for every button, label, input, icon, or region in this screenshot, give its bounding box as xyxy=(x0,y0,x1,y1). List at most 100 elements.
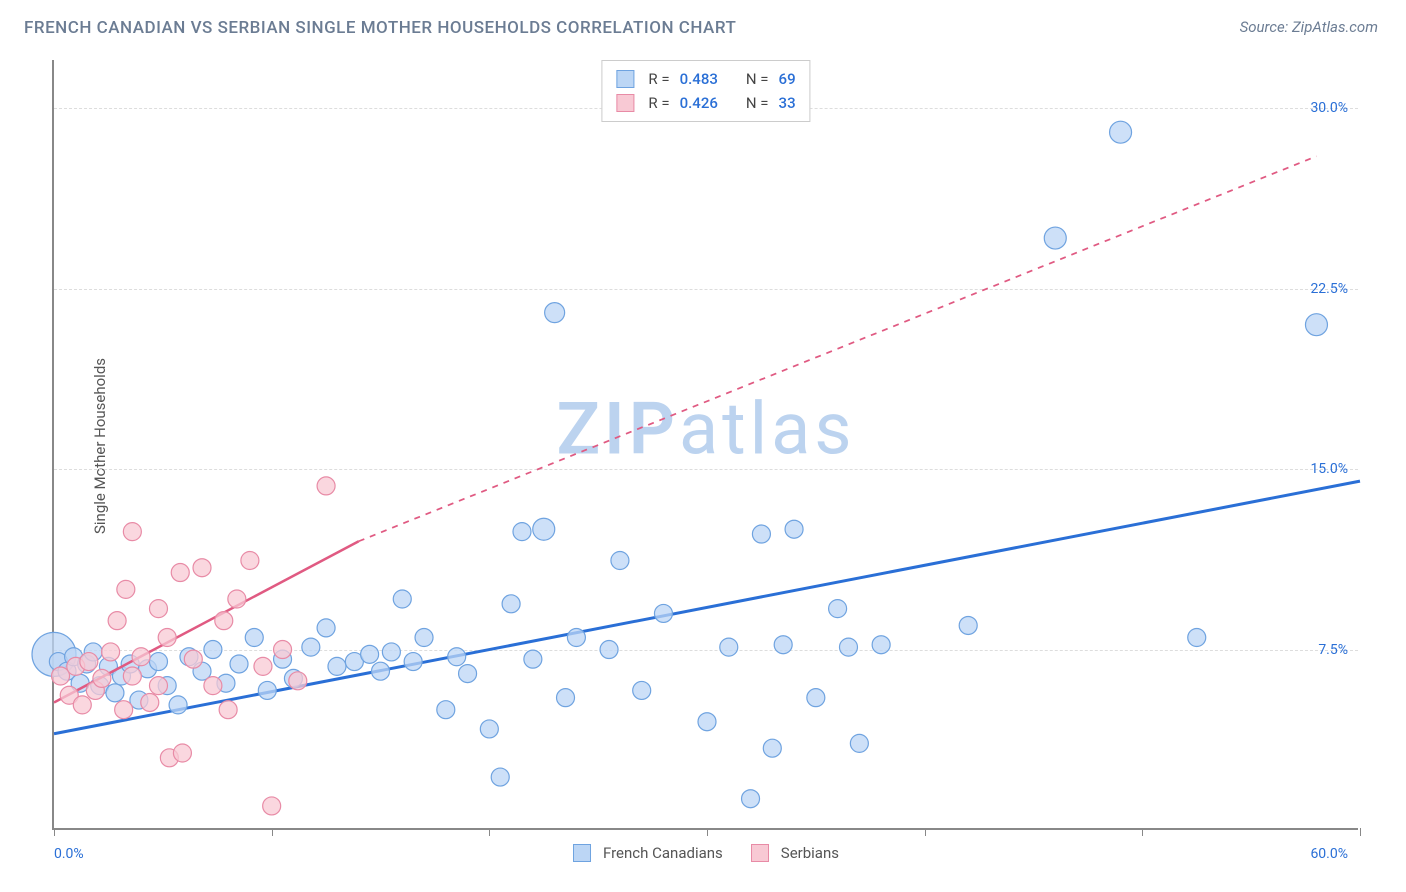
legend-item-fc: French Canadians xyxy=(573,844,723,862)
data-point-french_canadians xyxy=(382,643,400,661)
data-point-french_canadians xyxy=(513,523,531,541)
legend-label-sb: Serbians xyxy=(781,844,839,862)
data-point-french_canadians xyxy=(480,720,498,738)
data-point-serbians xyxy=(108,612,126,630)
data-point-french_canadians xyxy=(611,552,629,570)
r-label: R = xyxy=(648,91,669,115)
data-point-serbians xyxy=(102,643,120,661)
r-value-fc: 0.483 xyxy=(680,67,718,91)
swatch-sb xyxy=(616,94,634,112)
data-point-serbians xyxy=(317,477,335,495)
trend-line-french_canadians xyxy=(54,481,1360,734)
data-point-french_canadians xyxy=(317,619,335,637)
plot-area: ZIPatlas 7.5%15.0%22.5%30.0% R = 0.483 N… xyxy=(52,60,1358,830)
data-point-french_canadians xyxy=(328,657,346,675)
data-point-french_canadians xyxy=(448,648,466,666)
data-point-french_canadians xyxy=(372,662,390,680)
data-point-french_canadians xyxy=(204,641,222,659)
x-max-label: 60.0% xyxy=(1310,846,1348,862)
stats-box: R = 0.483 N = 69 R = 0.426 N = 33 xyxy=(601,60,810,122)
data-point-french_canadians xyxy=(302,638,320,656)
data-point-french_canadians xyxy=(872,636,890,654)
r-label: R = xyxy=(648,67,669,91)
data-point-serbians xyxy=(171,564,189,582)
stats-row-fc: R = 0.483 N = 69 xyxy=(616,67,795,91)
data-point-serbians xyxy=(274,641,292,659)
data-point-serbians xyxy=(204,677,222,695)
chart-title: FRENCH CANADIAN VS SERBIAN SINGLE MOTHER… xyxy=(24,18,736,38)
data-point-french_canadians xyxy=(785,520,803,538)
n-value-fc: 69 xyxy=(779,67,796,91)
data-point-french_canadians xyxy=(763,739,781,757)
data-point-french_canadians xyxy=(502,595,520,613)
data-point-serbians xyxy=(193,559,211,577)
data-point-french_canadians xyxy=(774,636,792,654)
data-point-french_canadians xyxy=(752,525,770,543)
data-point-serbians xyxy=(241,552,259,570)
x-tick xyxy=(54,828,55,836)
swatch-sb xyxy=(751,844,769,862)
data-point-french_canadians xyxy=(149,653,167,671)
data-point-serbians xyxy=(158,629,176,647)
data-point-french_canadians xyxy=(654,604,672,622)
scatter-svg xyxy=(54,60,1358,828)
x-tick xyxy=(272,828,273,836)
data-point-french_canadians xyxy=(698,713,716,731)
n-label: N = xyxy=(746,67,769,91)
bottom-legend: French Canadians Serbians xyxy=(573,844,839,862)
data-point-french_canadians xyxy=(829,600,847,618)
data-point-french_canadians xyxy=(106,684,124,702)
data-point-french_canadians xyxy=(533,518,555,540)
data-point-serbians xyxy=(80,653,98,671)
x-tick xyxy=(489,828,490,836)
data-point-french_canadians xyxy=(545,303,565,323)
x-tick xyxy=(707,828,708,836)
data-point-serbians xyxy=(132,648,150,666)
data-point-french_canadians xyxy=(258,681,276,699)
data-point-french_canadians xyxy=(393,590,411,608)
data-point-serbians xyxy=(184,650,202,668)
data-point-serbians xyxy=(215,612,233,630)
data-point-serbians xyxy=(141,693,159,711)
data-point-french_canadians xyxy=(459,665,477,683)
legend-item-sb: Serbians xyxy=(751,844,839,862)
data-point-french_canadians xyxy=(491,768,509,786)
x-tick xyxy=(1360,828,1361,836)
swatch-fc xyxy=(616,70,634,88)
trend-line-dashed-serbians xyxy=(359,156,1317,541)
data-point-french_canadians xyxy=(567,629,585,647)
data-point-french_canadians xyxy=(245,629,263,647)
data-point-french_canadians xyxy=(720,638,738,656)
n-label: N = xyxy=(746,91,769,115)
data-point-french_canadians xyxy=(600,641,618,659)
x-min-label: 0.0% xyxy=(54,846,84,862)
data-point-french_canadians xyxy=(169,696,187,714)
data-point-french_canadians xyxy=(850,734,868,752)
data-point-serbians xyxy=(289,672,307,690)
data-point-french_canadians xyxy=(404,653,422,671)
source-label: Source: ZipAtlas.com xyxy=(1240,18,1378,36)
r-value-sb: 0.426 xyxy=(680,91,718,115)
data-point-serbians xyxy=(219,701,237,719)
data-point-french_canadians xyxy=(437,701,455,719)
x-tick xyxy=(925,828,926,836)
data-point-serbians xyxy=(123,667,141,685)
data-point-serbians xyxy=(228,590,246,608)
data-point-french_canadians xyxy=(742,790,760,808)
data-point-serbians xyxy=(93,669,111,687)
data-point-serbians xyxy=(263,797,281,815)
data-point-french_canadians xyxy=(361,645,379,663)
data-point-serbians xyxy=(73,696,91,714)
data-point-serbians xyxy=(149,600,167,618)
data-point-french_canadians xyxy=(839,638,857,656)
stats-row-sb: R = 0.426 N = 33 xyxy=(616,91,795,115)
data-point-french_canadians xyxy=(230,655,248,673)
data-point-serbians xyxy=(123,523,141,541)
data-point-french_canadians xyxy=(557,689,575,707)
data-point-serbians xyxy=(117,580,135,598)
data-point-serbians xyxy=(115,701,133,719)
data-point-serbians xyxy=(149,677,167,695)
data-point-french_canadians xyxy=(415,629,433,647)
data-point-serbians xyxy=(254,657,272,675)
n-value-sb: 33 xyxy=(779,91,796,115)
